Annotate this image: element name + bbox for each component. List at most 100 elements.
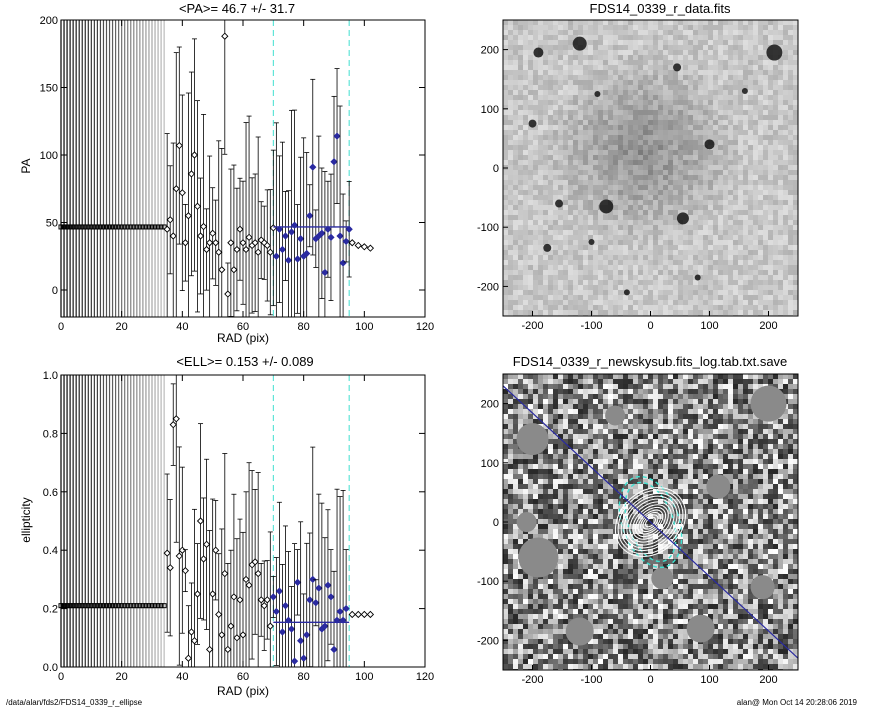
data-image-pixel <box>783 250 788 255</box>
data-image-pixel <box>763 200 768 205</box>
skysub-image-pixel <box>598 389 603 394</box>
pa-xtick-label: 60 <box>237 321 249 333</box>
pa-fit-point <box>287 228 296 236</box>
skysub-image-pixel <box>663 409 668 414</box>
data-image-pixel <box>768 155 773 160</box>
data-image-pixel <box>723 100 728 105</box>
pa-xtick-label: 100 <box>355 321 373 333</box>
data-image-pixel <box>793 250 798 255</box>
data-image-pixel <box>603 220 608 225</box>
data-image-pixel <box>703 295 708 300</box>
data-image-pixel <box>713 290 718 295</box>
data-image-pixel <box>713 125 718 130</box>
data-image-pixel <box>653 310 658 315</box>
skysub-image-pixel <box>628 374 633 379</box>
data-image-pixel <box>508 180 513 185</box>
data-image-pixel <box>568 95 573 100</box>
data-image-pixel <box>683 40 688 45</box>
data-image-pixel <box>633 200 638 205</box>
skysub-image-pixel <box>748 409 753 414</box>
data-image-pixel <box>763 255 768 260</box>
data-image-pixel <box>723 55 728 60</box>
data-image-pixel <box>543 35 548 40</box>
data-image-pixel <box>623 70 628 75</box>
data-image-pixel <box>758 210 763 215</box>
data-image-pixel <box>733 85 738 90</box>
data-image-pixel <box>723 45 728 50</box>
skysub-image-pixel <box>638 419 643 424</box>
data-image-pixel <box>528 60 533 65</box>
skysub-image-pixel <box>583 404 588 409</box>
data-image-star <box>694 274 701 281</box>
data-image-pixel <box>713 150 718 155</box>
data-image-pixel <box>693 250 698 255</box>
data-image-pixel <box>618 40 623 45</box>
data-image-pixel <box>618 130 623 135</box>
data-image-pixel <box>753 205 758 210</box>
data-image-pixel <box>688 65 693 70</box>
data-image-pixel <box>718 185 723 190</box>
data-image-pixel <box>673 140 678 145</box>
data-image-pixel <box>683 205 688 210</box>
data-image-pixel <box>623 215 628 220</box>
data-image-pixel <box>663 205 668 210</box>
data-image-pixel <box>638 260 643 265</box>
data-image-pixel <box>788 185 793 190</box>
data-image-pixel <box>553 210 558 215</box>
data-image-pixel <box>778 220 783 225</box>
skysub-image-pixel <box>648 429 653 434</box>
skysub-image-pixel <box>728 389 733 394</box>
skysub-image-pixel <box>508 414 513 419</box>
data-image-pixel <box>568 265 573 270</box>
data-image-pixel <box>528 305 533 310</box>
data-image-pixel <box>668 220 673 225</box>
pa-data-point <box>199 222 208 231</box>
data-image-pixel <box>508 30 513 35</box>
skysub-image-pixel <box>718 389 723 394</box>
skysub-image-pixel <box>608 374 613 379</box>
data-image-pixel <box>568 155 573 160</box>
data-image-pixel <box>583 110 588 115</box>
data-image-pixel <box>733 175 738 180</box>
data-image-pixel <box>643 260 648 265</box>
data-image-pixel <box>788 25 793 30</box>
data-image-pixel <box>593 85 598 90</box>
skysub-image-pixel <box>643 394 648 399</box>
data-image-pixel <box>643 110 648 115</box>
data-image-pixel <box>633 235 638 240</box>
data-image-pixel <box>793 120 798 125</box>
data-image-pixel <box>608 230 613 235</box>
data-image-pixel <box>523 30 528 35</box>
data-image-pixel <box>698 25 703 30</box>
data-image-pixel <box>698 105 703 110</box>
data-image-pixel <box>613 280 618 285</box>
data-image-pixel <box>518 40 523 45</box>
data-image-pixel <box>663 75 668 80</box>
data-image-pixel <box>513 90 518 95</box>
data-image-pixel <box>663 90 668 95</box>
data-image-pixel <box>603 235 608 240</box>
data-image-pixel <box>603 185 608 190</box>
data-image-pixel <box>788 30 793 35</box>
data-image-pixel <box>723 105 728 110</box>
skysub-image-pixel <box>568 414 573 419</box>
data-image-pixel <box>673 240 678 245</box>
data-image-pixel <box>508 240 513 245</box>
data-image-pixel <box>643 115 648 120</box>
ell-data-point <box>169 421 177 429</box>
data-image-pixel <box>768 145 773 150</box>
data-image-pixel <box>568 60 573 65</box>
data-image-pixel <box>718 245 723 250</box>
data-image-pixel <box>668 190 673 195</box>
data-image-pixel <box>633 270 638 275</box>
data-image-pixel <box>653 115 658 120</box>
data-image-pixel <box>603 170 608 175</box>
skysub-image-pixel <box>728 404 733 409</box>
data-image-pixel <box>618 55 623 60</box>
data-image-pixel <box>778 305 783 310</box>
skysub-image-pixel <box>598 374 603 379</box>
data-image-pixel <box>518 300 523 305</box>
data-image-pixel <box>558 45 563 50</box>
data-image-pixel <box>748 205 753 210</box>
skysub-image-pixel <box>678 424 683 429</box>
